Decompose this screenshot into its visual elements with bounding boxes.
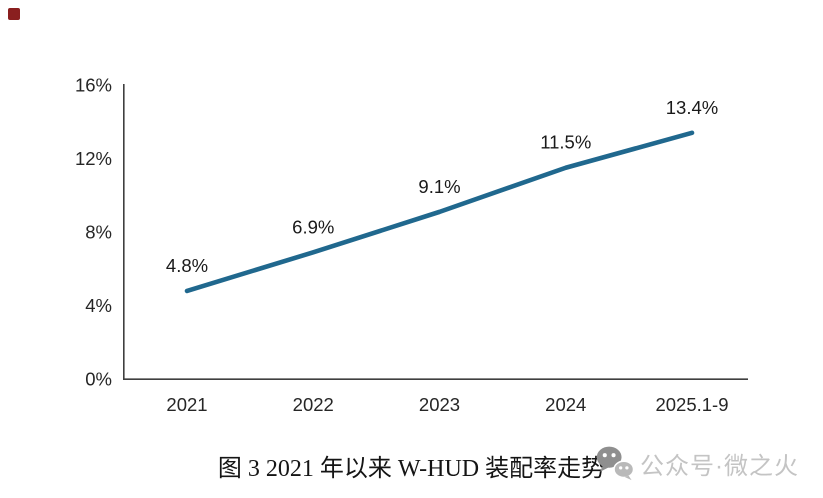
corner-marker xyxy=(8,8,20,20)
watermark: 公众号·微之火 xyxy=(596,444,799,483)
x-axis-label: 2022 xyxy=(293,394,334,415)
x-axis-label: 2024 xyxy=(545,394,586,415)
caption-row: 图 3 2021 年以来 W-HUD 装配率走势 xyxy=(0,448,823,483)
data-label: 9.1% xyxy=(418,176,460,197)
line-chart: 0% 4% 8% 12% 16% 2021 2022 2023 2024 2025.1-9 4.8%… xyxy=(75,75,748,415)
y-tick-label: 0% xyxy=(85,369,112,390)
x-axis-label: 2021 xyxy=(166,394,207,415)
data-label: 13.4% xyxy=(666,97,718,118)
y-tick-label: 12% xyxy=(75,148,112,169)
data-label: 4.8% xyxy=(166,255,208,276)
trend-line xyxy=(184,130,695,294)
y-tick-label: 4% xyxy=(85,295,112,316)
data-label: 11.5% xyxy=(540,132,591,153)
watermark-text: 公众号·微之火 xyxy=(640,453,799,480)
x-axis-label: 2023 xyxy=(419,394,460,415)
figure-caption: 图 3 2021 年以来 W-HUD 装配率走势 xyxy=(217,456,606,482)
x-axis-label: 2025.1-9 xyxy=(655,394,728,415)
wechat-icon xyxy=(596,446,635,481)
y-tick-label: 16% xyxy=(75,75,112,96)
data-label: 6.9% xyxy=(292,216,334,237)
y-tick-label: 8% xyxy=(85,222,112,243)
axes xyxy=(123,84,748,380)
